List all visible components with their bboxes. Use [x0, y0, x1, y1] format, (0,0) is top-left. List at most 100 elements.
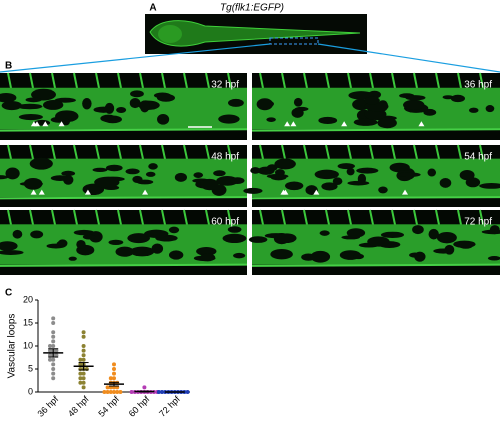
- loop-hole: [61, 170, 76, 177]
- loop-hole: [487, 256, 500, 261]
- loop-hole: [199, 253, 216, 262]
- data-point: [81, 353, 86, 358]
- loop-hole: [439, 178, 452, 188]
- data-point: [102, 390, 107, 394]
- loop-hole: [227, 98, 244, 107]
- data-point: [48, 353, 52, 358]
- data-point: [78, 376, 83, 381]
- loop-hole: [103, 115, 122, 124]
- loop-hole: [479, 182, 500, 189]
- zoom-line: [0, 43, 271, 73]
- stage-label: 54 hpf: [464, 152, 492, 163]
- arrowhead: [84, 189, 91, 195]
- loop-hole: [318, 116, 338, 125]
- loop-hole: [17, 103, 43, 110]
- vessel: [0, 128, 248, 132]
- fish-head: [158, 25, 182, 43]
- data-point: [81, 376, 86, 381]
- arrowhead: [30, 121, 37, 127]
- loop-hole: [347, 180, 370, 186]
- loop-hole: [73, 229, 95, 236]
- loop-hole: [414, 251, 426, 262]
- loop-hole: [145, 171, 156, 177]
- loop-hole: [266, 164, 278, 171]
- loop-hole: [196, 246, 217, 256]
- stage-label: 60 hpf: [211, 217, 239, 228]
- data-point: [78, 380, 83, 385]
- loop-hole: [1, 100, 22, 111]
- loop-hole: [403, 99, 425, 111]
- loop-hole: [157, 113, 170, 125]
- loop-hole: [364, 108, 387, 120]
- loop-hole: [250, 167, 261, 174]
- loop-hole: [442, 95, 454, 100]
- zoom-box: [269, 37, 319, 45]
- data-point: [81, 348, 86, 353]
- data-point: [48, 348, 52, 353]
- data-point: [115, 390, 120, 394]
- loop-hole: [0, 250, 24, 255]
- loop-hole: [364, 96, 380, 105]
- panel-title: Tg(flk1:EGFP): [220, 3, 284, 14]
- loop-hole: [353, 253, 365, 260]
- vessel: [0, 196, 248, 200]
- data-point: [156, 390, 161, 394]
- loop-hole: [377, 117, 397, 129]
- loop-hole: [346, 167, 355, 176]
- x-tick-label: 48 hpf: [66, 394, 91, 419]
- loop-hole: [0, 175, 9, 180]
- loop-hole: [129, 97, 141, 109]
- loop-hole: [129, 246, 155, 257]
- arrowhead: [402, 189, 409, 195]
- loop-hole: [436, 231, 457, 244]
- data-point: [81, 357, 86, 362]
- loop-hole: [151, 243, 164, 254]
- loop-hole: [412, 225, 424, 235]
- loop-hole: [378, 186, 388, 194]
- loop-hole: [76, 240, 86, 249]
- loop-hole: [0, 92, 17, 103]
- data-point: [185, 390, 190, 394]
- data-point: [78, 371, 83, 376]
- loop-hole: [168, 250, 184, 260]
- loop-hole: [156, 93, 176, 102]
- loop-hole: [276, 233, 297, 244]
- loop-hole: [453, 240, 476, 248]
- data-point: [112, 362, 116, 367]
- loop-hole: [397, 172, 421, 178]
- panel-label: B: [5, 61, 12, 72]
- loop-hole: [92, 167, 108, 172]
- data-point: [118, 390, 123, 394]
- loop-hole: [200, 178, 219, 191]
- y-tick-label: 0: [28, 386, 33, 396]
- arrowhead: [313, 189, 320, 195]
- data-point: [81, 380, 86, 385]
- loop-hole: [314, 169, 339, 180]
- y-axis-label: Vascular loops: [7, 314, 18, 379]
- loop-hole: [82, 234, 96, 240]
- data-point: [51, 367, 56, 371]
- loop-hole: [5, 167, 20, 180]
- panel-label: A: [149, 3, 156, 14]
- loop-hole: [174, 172, 187, 182]
- loop-hole: [427, 168, 437, 177]
- loop-hole: [168, 226, 180, 234]
- loop-hole: [12, 229, 23, 239]
- loop-hole: [233, 252, 246, 259]
- loop-hole: [337, 163, 355, 170]
- loop-hole: [353, 118, 378, 126]
- loop-hole: [428, 228, 439, 240]
- data-point: [112, 367, 116, 371]
- data-point: [51, 371, 56, 376]
- stage-label: 48 hpf: [211, 152, 239, 163]
- data-point: [54, 353, 59, 358]
- data-point: [51, 339, 56, 344]
- loop-hole: [93, 106, 114, 113]
- loop-hole: [42, 100, 64, 110]
- loop-hole: [108, 239, 124, 245]
- y-tick-label: 20: [23, 294, 33, 304]
- loop-hole: [270, 249, 293, 260]
- stage-label: 36 hpf: [464, 80, 492, 91]
